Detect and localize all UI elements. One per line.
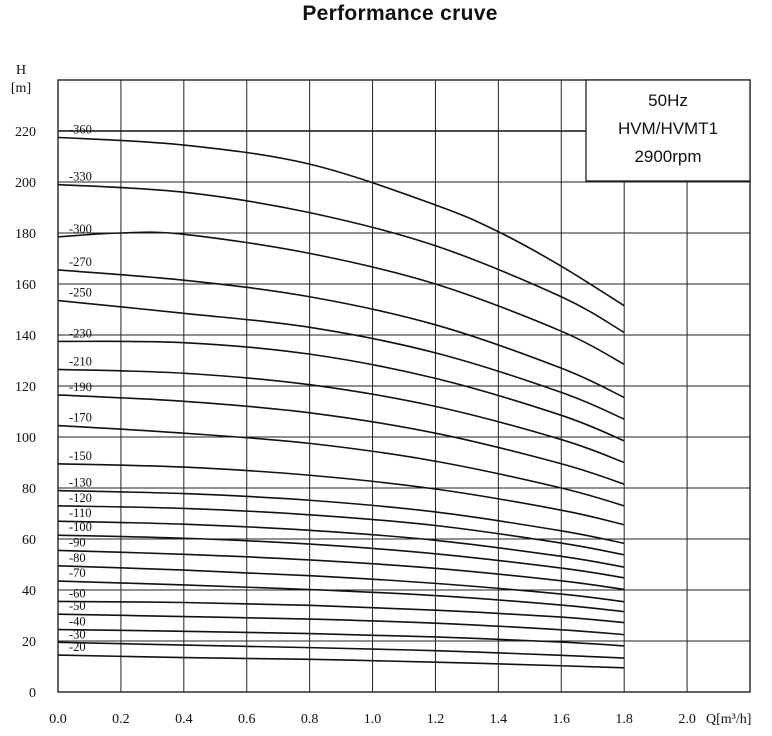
info-box-frame xyxy=(585,79,751,182)
x-axis-label: Q[m³/h] xyxy=(706,712,751,727)
curve-130 xyxy=(57,489,625,545)
y-tick-label-3: 60 xyxy=(22,533,36,548)
y-axis-unit: [m] xyxy=(11,81,31,96)
curve-210 xyxy=(57,368,625,464)
axis-ticks: 0.0 0.2 0.4 0.6 0.8 1.0 1.2 1.4 1.6 1.8 2.0 0 20 40 60… xyxy=(15,125,696,727)
y-tick-label-6: 120 xyxy=(15,380,36,395)
curve-270 xyxy=(57,269,625,399)
x-tick-label-7: 1.4 xyxy=(490,712,508,727)
curve-label-50: -50 xyxy=(69,599,86,613)
curve-120 xyxy=(57,505,625,556)
curve-label-100: -100 xyxy=(69,520,92,534)
curve-label-190: -190 xyxy=(69,380,92,394)
x-tick-label-3: 0.6 xyxy=(238,712,256,727)
x-tick-label-2: 0.4 xyxy=(175,712,193,727)
curve-230 xyxy=(57,340,625,442)
curve-40 xyxy=(57,628,625,647)
curves xyxy=(57,130,625,669)
curve-330 xyxy=(57,183,625,334)
curve-label-70: -70 xyxy=(69,566,86,580)
curve-label-170: -170 xyxy=(69,411,92,425)
curve-label-110: -110 xyxy=(69,506,91,520)
curve-60 xyxy=(57,600,625,624)
curve-360 xyxy=(57,136,625,307)
curve-label-300: -300 xyxy=(69,222,92,236)
x-tick-label-9: 1.8 xyxy=(615,712,633,727)
plot-frame xyxy=(57,79,751,693)
curve-label-30: -30 xyxy=(69,627,86,641)
info-model: HVM/HVMT1 xyxy=(618,119,718,138)
x-tick-label-5: 1.0 xyxy=(364,712,382,727)
curve-70 xyxy=(57,580,625,613)
y-tick-label-0: 0 xyxy=(29,686,36,701)
curve-30 xyxy=(57,641,625,659)
curve-80 xyxy=(57,564,625,603)
x-tick-label-8: 1.6 xyxy=(553,712,571,727)
info-speed: 2900rpm xyxy=(634,147,701,166)
curve-label-330: -330 xyxy=(69,170,92,184)
x-tick-label-0: 0.0 xyxy=(49,712,67,727)
y-tick-label-7: 140 xyxy=(15,329,36,344)
y-tick-label-2: 40 xyxy=(22,584,36,599)
info-box: 50Hz HVM/HVMT1 2900rpm xyxy=(585,79,751,182)
curve-label-90: -90 xyxy=(69,535,86,549)
x-tick-label-10: 2.0 xyxy=(678,712,696,727)
curve-90 xyxy=(57,549,625,591)
curve-110 xyxy=(57,520,625,568)
curve-20 xyxy=(57,654,625,669)
x-tick-label-1: 0.2 xyxy=(112,712,130,727)
curve-label-130: -130 xyxy=(69,476,92,490)
curve-label-20: -20 xyxy=(69,640,86,654)
curve-50 xyxy=(57,613,625,636)
curve-label-80: -80 xyxy=(69,551,86,565)
curve-labels: -20-30-40 -50-60 -70-80 -90-100-110-120-130… xyxy=(69,122,92,654)
info-frequency: 50Hz xyxy=(648,91,688,110)
curve-100 xyxy=(57,534,625,579)
chart-title: Performance cruve xyxy=(302,2,497,25)
y-tick-label-1: 20 xyxy=(22,635,36,650)
curve-170 xyxy=(57,424,625,507)
x-tick-label-6: 1.2 xyxy=(427,712,445,727)
y-tick-label-4: 80 xyxy=(22,482,36,497)
curve-label-250: -250 xyxy=(69,286,92,300)
curve-250 xyxy=(57,299,625,420)
curve-label-120: -120 xyxy=(69,491,92,505)
y-tick-label-10: 200 xyxy=(15,176,36,191)
curve-190 xyxy=(57,394,625,485)
curve-label-40: -40 xyxy=(69,615,86,629)
y-tick-label-9: 180 xyxy=(15,227,36,242)
curve-label-60: -60 xyxy=(69,586,86,600)
y-tick-label-5: 100 xyxy=(15,431,36,446)
curve-label-150: -150 xyxy=(69,449,92,463)
curve-label-210: -210 xyxy=(69,354,92,368)
y-tick-label-11: 220 xyxy=(15,125,36,140)
curve-150 xyxy=(57,462,625,526)
y-tick-label-8: 160 xyxy=(15,278,36,293)
curve-label-360: -360 xyxy=(69,122,92,136)
curve-label-230: -230 xyxy=(69,326,92,340)
curve-label-270: -270 xyxy=(69,255,92,269)
x-tick-label-4: 0.8 xyxy=(301,712,319,727)
y-axis-label: H xyxy=(16,63,26,78)
curve-300 xyxy=(57,231,625,366)
